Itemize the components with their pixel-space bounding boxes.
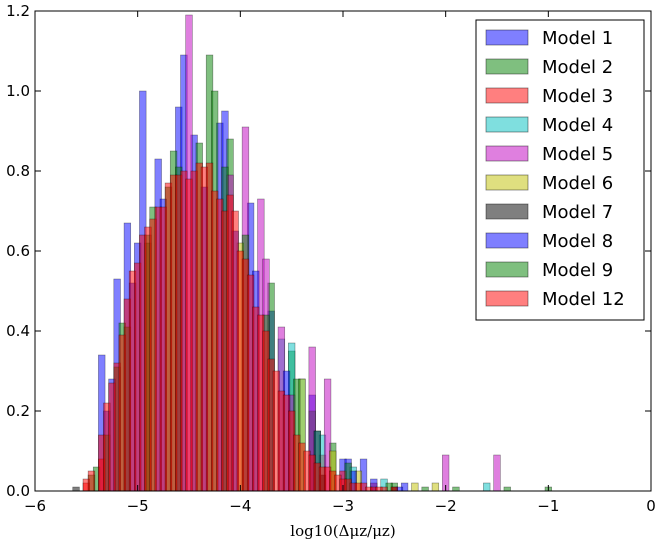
legend-swatch bbox=[485, 58, 529, 75]
histogram-bar bbox=[87, 470, 96, 492]
histogram-bar bbox=[483, 482, 491, 492]
histogram-bar bbox=[411, 482, 419, 492]
x-tick-label: −1 bbox=[537, 497, 559, 515]
legend-swatch bbox=[485, 203, 529, 220]
legend-label: Model 4 bbox=[542, 115, 613, 136]
legend-label: Model 12 bbox=[542, 289, 625, 310]
y-tick-label: 0.2 bbox=[6, 402, 30, 420]
legend-label: Model 5 bbox=[542, 144, 613, 165]
histogram-bar bbox=[493, 454, 501, 492]
legend-label: Model 6 bbox=[542, 173, 613, 194]
x-tick-label: −5 bbox=[127, 497, 149, 515]
legend-swatch bbox=[485, 116, 529, 133]
x-tick-label: −6 bbox=[24, 497, 46, 515]
histogram-bar bbox=[390, 486, 398, 492]
y-tick-label: 0.8 bbox=[6, 162, 30, 180]
histogram-bar bbox=[380, 486, 388, 492]
legend: Model 1 Model 2 Model 3 Model 4 Model 5 Model… bbox=[475, 19, 645, 321]
histogram-bar bbox=[72, 486, 80, 492]
histogram-bar bbox=[503, 486, 511, 492]
x-tick-label: −3 bbox=[332, 497, 354, 515]
y-tick-label: 0.0 bbox=[6, 482, 30, 500]
y-tick-label: 0.4 bbox=[6, 322, 30, 340]
histogram-bar bbox=[421, 486, 429, 492]
x-tick-label: −4 bbox=[229, 497, 251, 515]
legend-label: Model 7 bbox=[542, 202, 613, 223]
x-tick-label: −2 bbox=[435, 497, 457, 515]
x-axis: −6 −5 −4 −3 −2 −1 0 bbox=[24, 11, 656, 515]
legend-swatch bbox=[485, 29, 529, 46]
legend-swatch bbox=[485, 290, 529, 307]
legend-label: Model 9 bbox=[542, 260, 613, 281]
legend-label: Model 1 bbox=[542, 28, 613, 49]
legend-swatch bbox=[485, 174, 529, 191]
y-tick-label: 1.0 bbox=[6, 82, 30, 100]
y-axis: 0.0 0.2 0.4 0.6 0.8 1.0 1.2 bbox=[6, 2, 651, 500]
legend-label: Model 8 bbox=[542, 231, 613, 252]
histogram-bar bbox=[452, 486, 460, 492]
legend-swatch bbox=[485, 145, 529, 162]
legend-label: Model 3 bbox=[542, 86, 613, 107]
y-tick-label: 0.6 bbox=[6, 242, 30, 260]
legend-label: Model 2 bbox=[542, 57, 613, 78]
histogram-bar bbox=[431, 482, 440, 492]
x-axis-label: log10(Δμz/μz) bbox=[290, 522, 395, 540]
legend-swatch bbox=[485, 261, 529, 278]
x-tick-label: 0 bbox=[646, 497, 656, 515]
legend-swatch bbox=[485, 87, 529, 104]
legend-swatch bbox=[485, 232, 529, 249]
y-tick-label: 1.2 bbox=[6, 2, 30, 20]
